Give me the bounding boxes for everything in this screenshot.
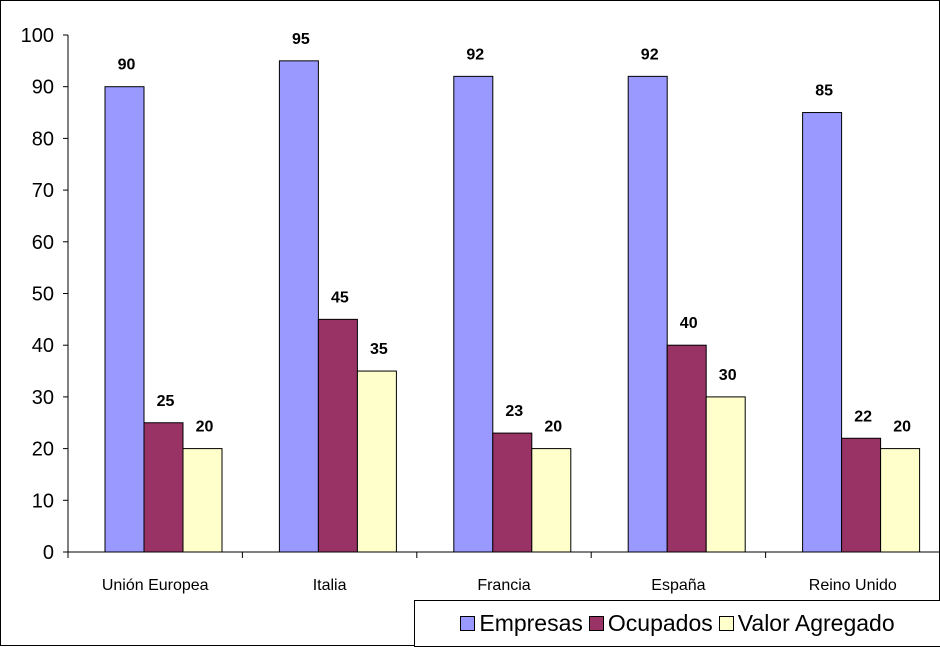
data-label: 20 — [196, 419, 214, 436]
bar — [627, 75, 668, 553]
data-label: 20 — [893, 419, 911, 436]
bar — [182, 448, 223, 553]
data-label: 92 — [641, 46, 659, 63]
y-tick-label: 0 — [43, 542, 54, 564]
data-label: 40 — [680, 315, 698, 332]
bar — [104, 86, 145, 553]
data-label: 30 — [719, 367, 737, 384]
y-tick-label: 30 — [32, 387, 54, 409]
y-tick-label: 10 — [32, 490, 54, 512]
y-tick-label: 80 — [32, 128, 54, 150]
bar — [841, 437, 882, 553]
y-tick-label: 60 — [32, 232, 54, 254]
legend-label-empresas: Empresas — [479, 610, 583, 636]
x-tick-label: España — [651, 577, 705, 594]
legend-swatch-ocupados — [588, 616, 604, 631]
data-label: 92 — [466, 46, 484, 63]
x-tick-label: Unión Europea — [102, 577, 209, 594]
data-label: 90 — [118, 57, 136, 74]
data-label: 85 — [815, 83, 833, 100]
legend-swatch-valor-agregado — [718, 616, 734, 631]
data-label: 95 — [292, 31, 310, 48]
bar — [317, 318, 358, 553]
x-tick-label: Francia — [477, 577, 530, 594]
legend-swatch-empresas — [460, 616, 476, 631]
bar — [705, 396, 746, 553]
data-label: 22 — [854, 408, 872, 425]
legend-item-empresas: Empresas — [460, 610, 583, 637]
bar — [666, 344, 707, 553]
bar — [492, 432, 533, 553]
data-label: 35 — [370, 341, 388, 358]
y-tick-label: 70 — [32, 180, 54, 202]
bar — [880, 448, 921, 553]
data-label: 23 — [505, 403, 523, 420]
data-label: 20 — [544, 419, 562, 436]
bar — [531, 448, 572, 553]
data-label: 25 — [157, 393, 175, 410]
bar — [453, 75, 494, 553]
chart-legend: Empresas Ocupados Valor Agregado — [414, 600, 940, 647]
data-label: 45 — [331, 289, 349, 306]
y-tick-label: 40 — [32, 335, 54, 357]
bar — [356, 370, 397, 553]
y-tick-label: 90 — [32, 77, 54, 99]
x-tick-label: Reino Unido — [809, 577, 897, 594]
bar — [802, 112, 843, 553]
x-tick-label: Italia — [313, 577, 347, 594]
y-tick-label: 100 — [21, 25, 54, 47]
bar — [278, 60, 319, 553]
legend-label-valor-agregado: Valor Agregado — [737, 610, 895, 636]
y-tick-label: 50 — [32, 284, 54, 306]
legend-item-valor-agregado: Valor Agregado — [718, 610, 895, 637]
legend-label-ocupados: Ocupados — [607, 610, 713, 636]
legend-item-ocupados: Ocupados — [588, 610, 713, 637]
y-tick-label: 20 — [32, 439, 54, 461]
bar — [143, 422, 184, 553]
